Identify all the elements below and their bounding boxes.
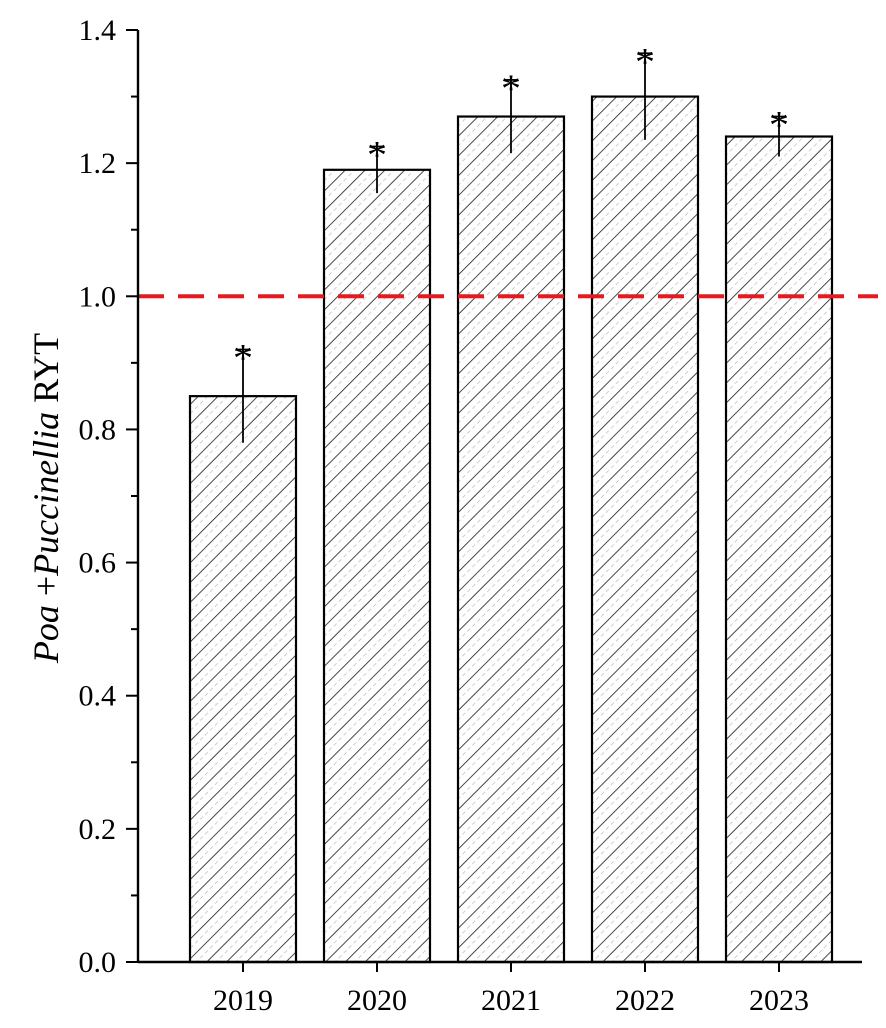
significance-star-2022: * [635,39,655,84]
y-tick-label-0.8: 0.8 [79,413,117,446]
bar-2022 [590,95,700,964]
y-axis-label: Poa +Puccinellia RYT [26,333,66,664]
bars-group [188,95,834,964]
significance-star-2021: * [501,66,521,111]
x-ticks-group: 2019 2020 2021 2022 2023 [213,962,809,1017]
y-tick-label-0.0: 0.0 [79,946,117,979]
y-tick-label-0.6: 0.6 [79,547,117,580]
x-tick-label-2023: 2023 [749,984,809,1017]
y-tick-label-0.2: 0.2 [79,813,117,846]
bar-2020 [322,168,432,964]
y-label-genus-1: Poa [26,605,66,664]
y-label-genus-2: Puccinellia [26,412,66,577]
y-label-ryt: RYT [26,333,66,412]
significance-star-2019: * [233,336,253,381]
bar-2019 [188,395,298,964]
x-tick-label-2019: 2019 [213,984,273,1017]
significance-markers-group: * * * * * [233,39,789,380]
x-tick-label-2020: 2020 [347,984,407,1017]
y-label-plus: + [26,576,66,605]
significance-star-2020: * [367,133,387,178]
y-tick-label-1.2: 1.2 [79,147,117,180]
significance-star-2023: * [769,103,789,148]
x-tick-label-2021: 2021 [481,984,541,1017]
y-tick-label-1.4: 1.4 [79,14,117,47]
x-tick-label-2022: 2022 [615,984,675,1017]
error-bars-group [237,52,785,443]
y-tick-label-0.4: 0.4 [79,680,117,713]
bar-2023 [724,135,834,964]
bar-2021 [456,115,566,964]
y-ticks-group: 0.0 0.2 0.4 0.6 0.8 1.0 1.2 1.4 [79,14,138,979]
y-tick-label-1.0: 1.0 [79,280,117,313]
